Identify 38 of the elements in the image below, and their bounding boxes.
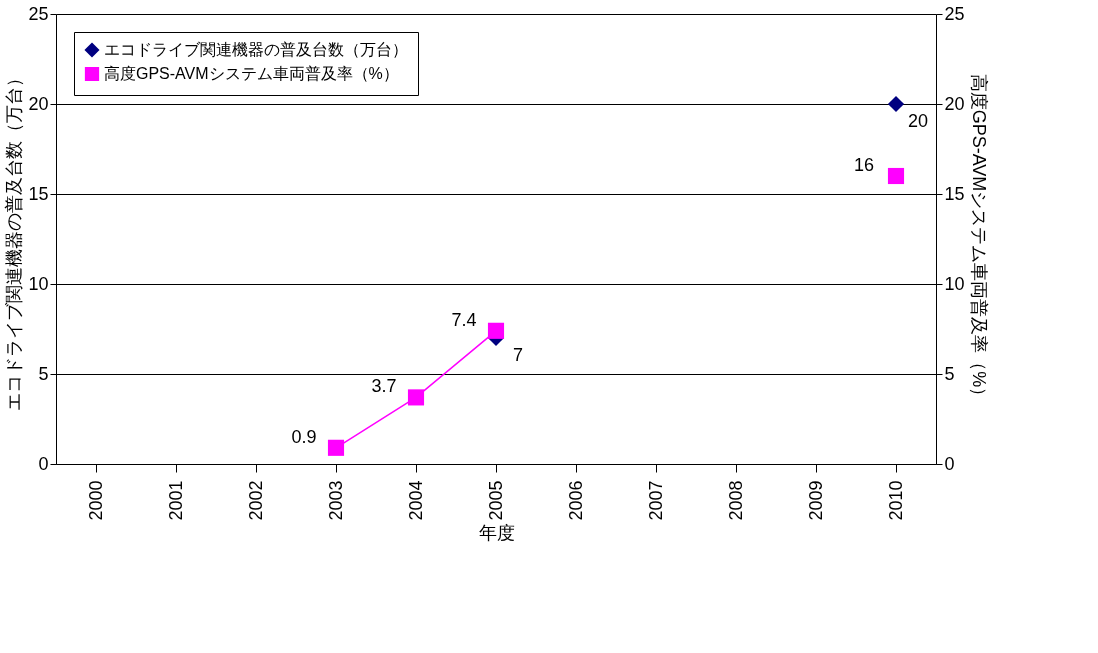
x-tick-label: 2007 [645,480,666,521]
y2-tick-label: 20 [944,93,965,114]
y2-tick-label: 10 [944,273,965,294]
x-tick-label: 2010 [885,480,906,521]
legend-label: 高度GPS-AVMシステム車両普及率（%） [104,65,399,82]
point [407,389,425,406]
point [487,322,505,339]
x-tick-label: 2006 [565,480,586,521]
y2-tick-label: 0 [944,453,955,474]
x-tick-label: 2005 [485,480,506,521]
point [887,167,905,185]
y2-axis-title: 高度GPS-AVMシステム車両普及率（%） [968,73,989,406]
y-tick-label: 10 [28,273,49,294]
x-tick-label: 2000 [85,480,106,521]
y-tick-label: 5 [38,363,49,384]
data-label: 3.7 [371,376,397,397]
x-tick-label: 2004 [405,480,426,521]
y2-tick-label: 25 [944,3,965,24]
x-tick-label: 2009 [805,480,826,521]
x-axis-title: 年度 [478,522,515,543]
x-tick-label: 2003 [325,480,346,521]
y2-tick-label: 15 [944,183,965,204]
data-label: 7 [512,345,524,365]
x-tick-label: 2002 [245,480,266,521]
data-label: 7.4 [451,309,477,330]
data-label: 0.9 [291,426,317,447]
legend-label: エコドライブ関連機器の普及台数（万台） [104,41,408,58]
data-label: 16 [853,155,875,175]
x-tick-label: 2001 [165,480,186,521]
y-tick-label: 25 [28,3,49,24]
y2-tick-label: 5 [944,363,955,384]
y-tick-label: 15 [28,183,49,204]
y-tick-label: 20 [28,93,49,114]
data-label: 20 [907,111,929,131]
point [327,439,345,456]
x-tick-label: 2008 [725,480,746,521]
y-axis-title: エコドライブ関連機器の普及台数（万台） [4,68,25,411]
y-tick-label: 0 [38,453,49,474]
